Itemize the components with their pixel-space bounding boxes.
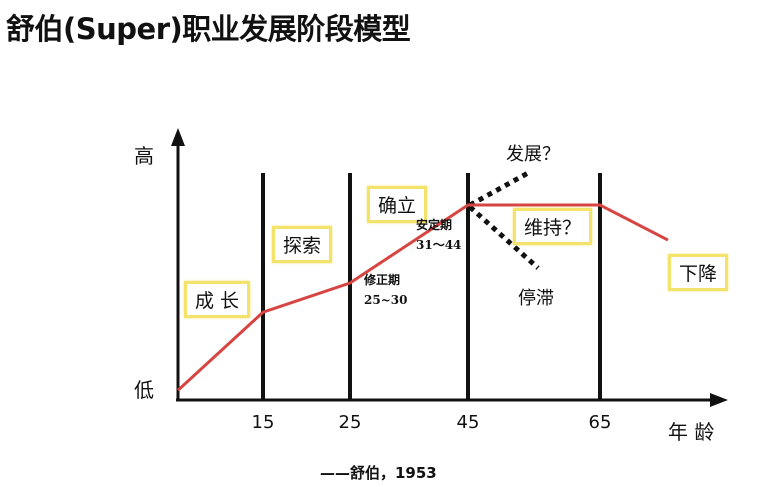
stage-decline: 下降 <box>668 254 729 291</box>
stage-maintenance: 维持？ <box>513 208 593 245</box>
branch-develop-label: 发展？ <box>506 144 560 165</box>
axes <box>171 128 728 407</box>
x-tick: 65 <box>588 412 612 433</box>
sub-period-stable: 安定期 31～44 <box>416 215 461 255</box>
x-axis-label: 年 龄 <box>668 420 715 444</box>
sub-period-correction: 修正期 25~30 <box>364 270 407 310</box>
sub-period-range: 31～44 <box>416 238 462 252</box>
y-low-label: 低 <box>134 378 154 402</box>
y-high-label: 高 <box>134 144 154 168</box>
y-axis-arrow <box>171 128 185 146</box>
citation: ——舒伯，1953 <box>320 464 437 482</box>
sub-period-range: 25~30 <box>364 293 408 307</box>
sub-period-name: 修正期 <box>364 273 401 287</box>
page-title: 舒伯(Super)职业发展阶段模型 <box>6 12 411 46</box>
x-axis-arrow <box>710 393 728 407</box>
x-tick: 15 <box>251 412 275 433</box>
branch-stagnate-label: 停滞 <box>518 288 554 309</box>
stage-exploration: 探索 <box>272 226 333 263</box>
stage-growth: 成 长 <box>184 281 251 318</box>
stage-establishment: 确立 <box>367 186 428 223</box>
x-tick: 25 <box>338 412 362 433</box>
career-line <box>176 203 669 392</box>
x-tick: 45 <box>456 412 480 433</box>
branch-up-dotted <box>468 170 530 208</box>
sub-period-name: 安定期 <box>416 218 453 232</box>
